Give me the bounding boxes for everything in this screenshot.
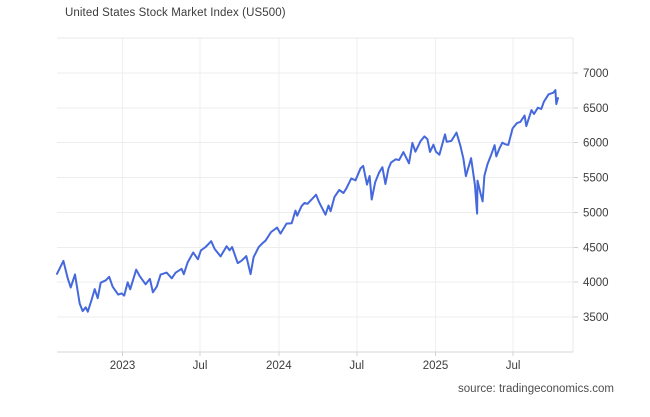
x-axis-tick-label: Jul: [506, 360, 521, 372]
x-axis-tick-label: 2024: [266, 360, 292, 372]
y-axis-tick-label: 6000: [583, 138, 609, 150]
y-axis-tick-label: 7000: [583, 68, 609, 80]
x-axis-tick-label: 2023: [110, 360, 136, 372]
y-axis-tick-label: 4000: [583, 277, 609, 289]
source-attribution: source: tradingeconomics.com: [458, 383, 614, 395]
chart-title: United States Stock Market Index (US500): [65, 7, 286, 19]
y-axis-tick-label: 5500: [583, 173, 609, 185]
x-axis-tick-label: 2025: [423, 360, 449, 372]
price-line-series: [56, 89, 559, 313]
y-axis-tick-label: 6500: [583, 103, 609, 115]
y-axis-tick-label: 4500: [583, 242, 609, 254]
y-axis-tick-label: 3500: [583, 312, 609, 324]
x-axis-tick-label: Jul: [349, 360, 364, 372]
y-axis-tick-label: 5000: [583, 207, 609, 219]
x-axis-tick-label: Jul: [193, 360, 208, 372]
